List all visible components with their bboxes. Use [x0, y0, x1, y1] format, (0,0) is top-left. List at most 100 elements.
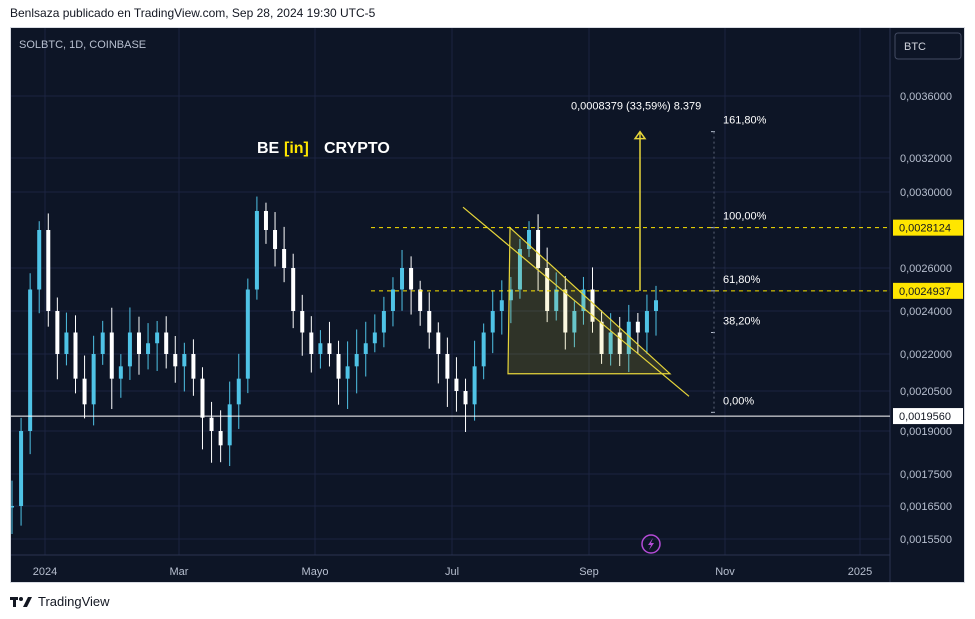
price-badge[interactable]: 0,0028124 [893, 219, 963, 236]
candle [273, 212, 278, 267]
candle [563, 276, 568, 350]
price-axis[interactable]: 0,0036000 0,0032000 0,0030000 0,0026000 0,00… [893, 91, 963, 546]
candle [654, 285, 658, 336]
candle-body [390, 289, 395, 311]
candle-body [73, 332, 78, 379]
candle-body [635, 321, 640, 333]
candle-body [100, 332, 105, 354]
candle [527, 221, 532, 257]
candle-body [91, 354, 96, 405]
candle [363, 321, 368, 377]
candle [263, 202, 268, 244]
candle-body [164, 332, 169, 354]
y-tick-label: 0,0022000 [900, 349, 952, 361]
candle [64, 312, 69, 366]
candle [291, 253, 296, 329]
chart-panel[interactable]: 161,80% 100,00% 61,80% 38,20% 0,00% 0,0008379… [10, 27, 965, 583]
x-tick-label: Mar [170, 566, 189, 578]
candle [545, 247, 550, 323]
candle-body [200, 378, 205, 418]
candle-body [354, 354, 359, 367]
candle-body [644, 311, 649, 333]
price-badge-bg [893, 219, 963, 236]
candle-body [64, 332, 69, 354]
x-tick-label: 2024 [33, 566, 57, 578]
candle-body [445, 354, 450, 379]
y-tick-label: 0,0020500 [900, 386, 952, 398]
candle [463, 378, 468, 432]
candle-body [654, 300, 658, 311]
candle-body [372, 332, 377, 344]
candle-body [309, 332, 314, 354]
candle-body [191, 354, 196, 379]
tradingview-logo-icon [10, 596, 32, 607]
x-tick-label: 2025 [848, 566, 872, 578]
candle-body [345, 366, 350, 379]
candle-body [10, 506, 14, 508]
candle-body [608, 332, 613, 354]
candle-body [490, 311, 495, 333]
candle-body [508, 289, 513, 301]
candle [191, 339, 196, 396]
measure-label: 0,0008379 (33,59%) 8.379 [571, 101, 701, 113]
candle [73, 315, 78, 394]
candle-body [46, 230, 51, 311]
candle [182, 342, 187, 392]
candle-body [273, 230, 278, 249]
candle [82, 355, 87, 419]
candle-body [599, 321, 604, 354]
price-badge[interactable]: 0,0019560 [893, 408, 963, 425]
candle [481, 323, 486, 380]
price-badge[interactable]: 0,0024937 [893, 282, 963, 299]
candle [136, 316, 141, 375]
candle-body [300, 311, 305, 333]
fib-level-label: 0,00% [723, 395, 754, 407]
watermark-be: BE [257, 140, 280, 157]
candle-body [254, 211, 259, 290]
lightning-event-icon[interactable] [641, 534, 661, 554]
candle [200, 367, 205, 450]
candle-body [463, 391, 468, 405]
candle-body [227, 404, 232, 446]
candle-body [554, 289, 559, 311]
candle [508, 276, 513, 324]
x-tick-label: Mayo [302, 566, 329, 578]
candle-body [481, 332, 486, 367]
currency-button-label: BTC [904, 41, 926, 53]
candle-body [572, 311, 577, 333]
chart-svg[interactable]: 161,80% 100,00% 61,80% 38,20% 0,00% 0,0008379… [10, 28, 964, 582]
candle-body [536, 230, 541, 268]
candle-body [209, 417, 214, 431]
candle [10, 480, 14, 535]
candle [345, 341, 350, 409]
watermark-crypto: CRYPTO [324, 140, 390, 157]
currency-button[interactable]: BTC [894, 32, 962, 60]
y-tick-label: 0,0026000 [900, 263, 952, 275]
candle [390, 277, 395, 327]
candle-body [28, 289, 33, 431]
candle-body [363, 343, 368, 354]
publish-attribution: Benlsaza publicado en TradingView.com, S… [10, 6, 376, 20]
fib-level-label: 61,80% [723, 274, 761, 286]
candle-body [118, 366, 123, 379]
x-tick-label: Nov [715, 566, 735, 578]
candle [336, 340, 341, 405]
candle [490, 290, 495, 354]
candle-body [472, 366, 477, 405]
chart-background [11, 28, 964, 582]
price-badge-label: 0,0024937 [899, 286, 951, 298]
candle-body [499, 300, 504, 311]
time-axis[interactable]: 2024 Mar Mayo Jul Sep Nov 2025 [33, 566, 872, 578]
candle-body [418, 289, 423, 311]
candle-body [327, 343, 332, 354]
candle [327, 321, 332, 367]
watermark-in: [in] [284, 140, 309, 157]
candle [617, 316, 622, 367]
resistance-trendline [462, 206, 690, 397]
candle-body [400, 268, 405, 290]
candle [418, 280, 423, 326]
candle [127, 307, 132, 380]
candle [372, 314, 377, 353]
symbol-label: SOLBTC, 1D, COINBASE [19, 39, 146, 51]
candle [91, 335, 96, 426]
